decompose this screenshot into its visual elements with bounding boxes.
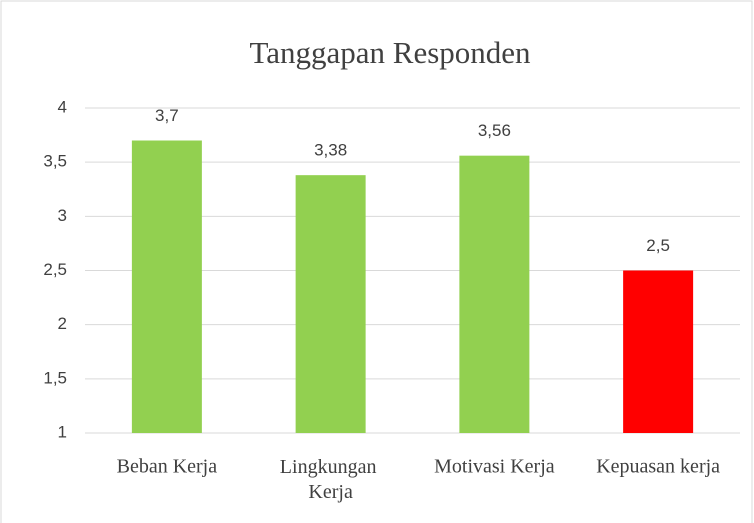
chart-title: Tanggapan Responden	[249, 35, 531, 70]
x-tick-label: Motivasi Kerja	[434, 456, 555, 478]
y-tick-label: 3,5	[43, 152, 67, 171]
data-label: 2,5	[646, 236, 670, 255]
y-tick-label: 3	[58, 206, 67, 225]
y-tick-label: 2,5	[43, 260, 67, 279]
y-tick-label: 1,5	[43, 368, 67, 387]
y-tick-label: 2	[58, 314, 67, 333]
bar	[623, 270, 694, 433]
bar	[459, 155, 530, 433]
data-label: 3,56	[478, 121, 511, 140]
x-tick-label: Kepuasan kerja	[596, 456, 720, 478]
data-label: 3,38	[314, 141, 347, 160]
y-tick-label: 1	[58, 422, 67, 441]
data-label: 3,7	[155, 106, 179, 125]
x-tick-label: Beban Kerja	[117, 456, 218, 478]
bar	[131, 140, 202, 433]
x-tick-label: Lingkungan Kerja	[280, 456, 382, 503]
bar	[295, 175, 366, 433]
y-tick-label: 4	[58, 97, 67, 116]
